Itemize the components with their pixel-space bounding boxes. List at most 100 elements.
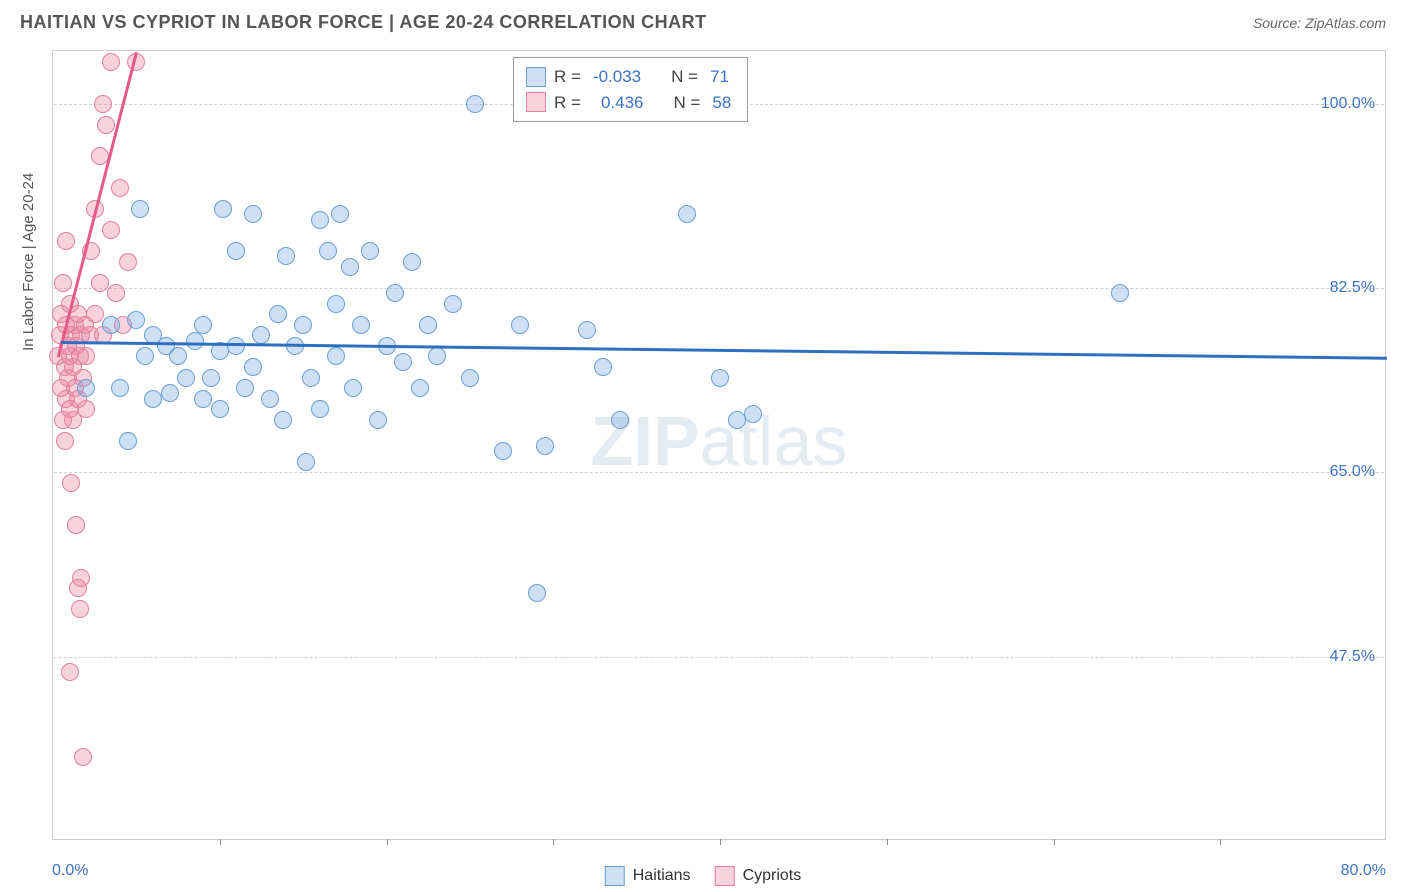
data-point-haitians	[244, 205, 262, 223]
data-point-haitians	[294, 316, 312, 334]
gridline	[54, 472, 1384, 473]
data-point-cypriots	[102, 221, 120, 239]
r-value: -0.033	[593, 64, 641, 90]
data-point-haitians	[331, 205, 349, 223]
x-tick-mark	[887, 839, 888, 845]
legend-item: Haitians	[605, 866, 691, 886]
data-point-cypriots	[97, 116, 115, 134]
data-point-haitians	[261, 390, 279, 408]
data-point-haitians	[252, 326, 270, 344]
x-tick-mark	[1220, 839, 1221, 845]
data-point-haitians	[227, 242, 245, 260]
gridline	[54, 288, 1384, 289]
data-point-haitians	[186, 332, 204, 350]
swatch-haitians-icon	[526, 67, 546, 87]
r-label: R =	[554, 90, 581, 116]
data-point-haitians	[194, 316, 212, 334]
data-point-haitians	[274, 411, 292, 429]
data-point-haitians	[444, 295, 462, 313]
y-tick-label: 100.0%	[1321, 95, 1375, 113]
data-point-haitians	[611, 411, 629, 429]
chart-area: ZIPatlas 47.5%65.0%82.5%100.0% R = -0.03…	[52, 50, 1386, 840]
data-point-haitians	[119, 432, 137, 450]
data-point-cypriots	[54, 274, 72, 292]
data-point-cypriots	[91, 274, 109, 292]
data-point-cypriots	[77, 347, 95, 365]
data-point-haitians	[386, 284, 404, 302]
n-label: N =	[673, 90, 700, 116]
data-point-haitians	[144, 390, 162, 408]
data-point-haitians	[344, 379, 362, 397]
r-label: R =	[554, 64, 581, 90]
data-point-haitians	[494, 442, 512, 460]
data-point-haitians	[419, 316, 437, 334]
data-point-haitians	[744, 405, 762, 423]
data-point-haitians	[394, 353, 412, 371]
data-point-haitians	[511, 316, 529, 334]
legend-item: Cypriots	[715, 866, 802, 886]
data-point-haitians	[277, 247, 295, 265]
data-point-haitians	[428, 347, 446, 365]
data-point-haitians	[227, 337, 245, 355]
data-point-haitians	[594, 358, 612, 376]
data-point-haitians	[77, 379, 95, 397]
data-point-haitians	[369, 411, 387, 429]
legend-swatch-icon	[605, 866, 625, 886]
legend-swatch-icon	[715, 866, 735, 886]
legend-label: Cypriots	[743, 867, 802, 885]
x-tick-mark	[1054, 839, 1055, 845]
data-point-haitians	[311, 400, 329, 418]
data-point-haitians	[214, 200, 232, 218]
legend-label: Haitians	[633, 867, 691, 885]
data-point-haitians	[202, 369, 220, 387]
data-point-haitians	[136, 347, 154, 365]
data-point-haitians	[678, 205, 696, 223]
data-point-haitians	[169, 347, 187, 365]
data-point-haitians	[244, 358, 262, 376]
data-point-haitians	[269, 305, 287, 323]
data-point-cypriots	[61, 663, 79, 681]
y-tick-label: 65.0%	[1330, 463, 1375, 481]
watermark: ZIPatlas	[591, 401, 848, 481]
r-value: 0.436	[601, 90, 644, 116]
data-point-haitians	[127, 311, 145, 329]
gridline	[54, 657, 1384, 658]
data-point-haitians	[461, 369, 479, 387]
data-point-haitians	[177, 369, 195, 387]
data-point-haitians	[211, 400, 229, 418]
data-point-cypriots	[57, 232, 75, 250]
x-tick-mark	[720, 839, 721, 845]
data-point-haitians	[352, 316, 370, 334]
data-point-cypriots	[119, 253, 137, 271]
data-point-haitians	[536, 437, 554, 455]
trend-line-haitians	[61, 341, 1387, 359]
correlation-stats-box: R = -0.033 N = 71 R = 0.436 N = 58	[513, 57, 748, 122]
n-value: 58	[712, 90, 731, 116]
data-point-haitians	[111, 379, 129, 397]
y-axis-label: In Labor Force | Age 20-24	[20, 173, 37, 351]
x-axis-min-label: 0.0%	[52, 862, 88, 880]
stats-row: R = -0.033 N = 71	[526, 64, 735, 90]
data-point-haitians	[131, 200, 149, 218]
data-point-haitians	[711, 369, 729, 387]
x-axis-max-label: 80.0%	[1341, 862, 1386, 880]
data-point-haitians	[302, 369, 320, 387]
data-point-haitians	[361, 242, 379, 260]
n-value: 71	[710, 64, 729, 90]
data-point-haitians	[728, 411, 746, 429]
data-point-haitians	[466, 95, 484, 113]
data-point-haitians	[102, 316, 120, 334]
data-point-cypriots	[74, 748, 92, 766]
data-point-cypriots	[56, 432, 74, 450]
n-label: N =	[671, 64, 698, 90]
data-point-cypriots	[102, 53, 120, 71]
data-point-haitians	[236, 379, 254, 397]
legend: Haitians Cypriots	[605, 866, 802, 886]
source-attribution: Source: ZipAtlas.com	[1253, 15, 1386, 31]
data-point-haitians	[1111, 284, 1129, 302]
x-tick-mark	[553, 839, 554, 845]
stats-row: R = 0.436 N = 58	[526, 90, 735, 116]
data-point-cypriots	[111, 179, 129, 197]
data-point-cypriots	[86, 305, 104, 323]
y-tick-label: 47.5%	[1330, 648, 1375, 666]
